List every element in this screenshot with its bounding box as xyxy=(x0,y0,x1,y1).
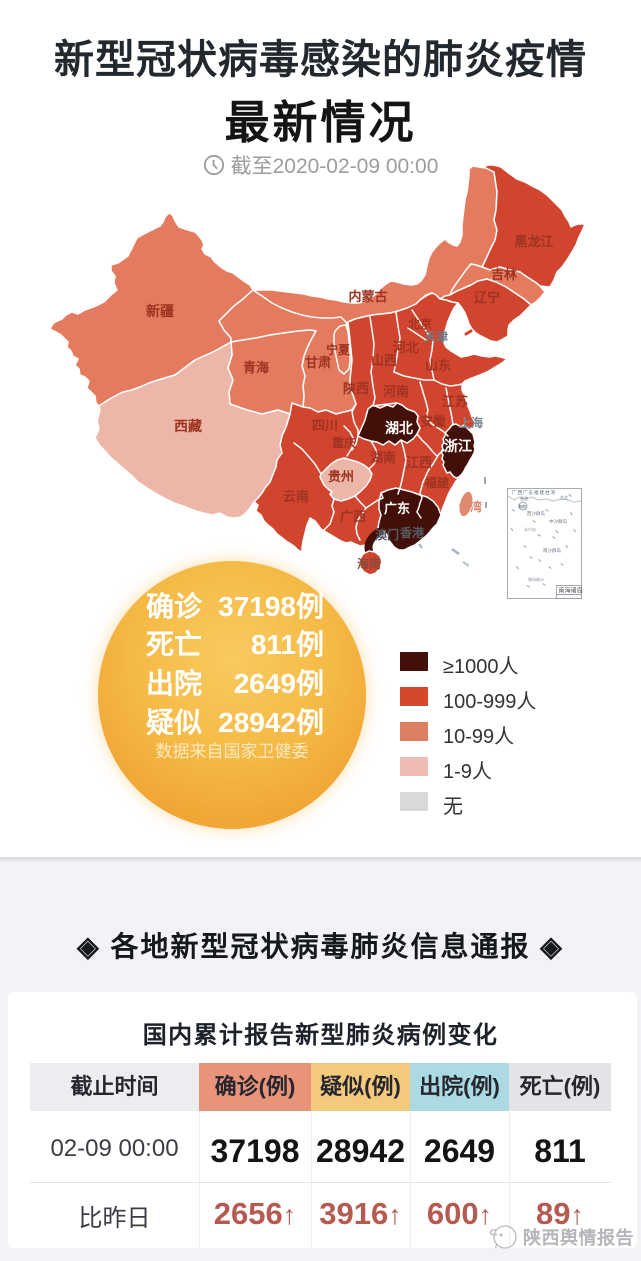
svg-text:辽宁: 辽宁 xyxy=(474,290,500,305)
svg-text:新疆: 新疆 xyxy=(146,303,174,319)
svg-text:香港: 香港 xyxy=(399,525,425,540)
svg-text:陕西舆情报告: 陕西舆情报告 xyxy=(523,1227,634,1248)
svg-text:香港: 香港 xyxy=(520,495,528,501)
svg-text:广东: 广东 xyxy=(384,501,410,516)
svg-text:湖南: 湖南 xyxy=(370,450,396,465)
svg-text:西沙群岛: 西沙群岛 xyxy=(527,510,545,517)
svg-text:天津: 天津 xyxy=(424,329,448,344)
svg-text:台湾: 台湾 xyxy=(458,499,482,514)
svg-text:海南: 海南 xyxy=(357,556,381,571)
svg-text:广西: 广西 xyxy=(340,509,366,524)
svg-text:内蒙古: 内蒙古 xyxy=(348,289,387,304)
svg-text:江西: 江西 xyxy=(406,455,432,470)
svg-text:西藏: 西藏 xyxy=(174,418,202,434)
svg-text:北京: 北京 xyxy=(408,316,432,331)
svg-text:云南: 云南 xyxy=(283,489,309,504)
svg-text:重庆: 重庆 xyxy=(332,435,356,450)
svg-text:澳门: 澳门 xyxy=(375,527,399,542)
svg-text:南海诸岛: 南海诸岛 xyxy=(559,587,583,595)
svg-text:河南: 河南 xyxy=(383,384,409,399)
svg-text:永兴岛: 永兴岛 xyxy=(524,526,536,532)
svg-text:海南: 海南 xyxy=(518,503,526,509)
svg-text:青海: 青海 xyxy=(243,360,269,375)
svg-text:湖北: 湖北 xyxy=(385,420,413,436)
svg-text:陕西: 陕西 xyxy=(343,381,369,396)
svg-text:山东: 山东 xyxy=(425,358,451,373)
svg-text:贵州: 贵州 xyxy=(328,469,354,484)
svg-text:福建: 福建 xyxy=(424,475,450,490)
svg-text:宁夏: 宁夏 xyxy=(326,342,351,357)
svg-text:河北: 河北 xyxy=(393,340,419,355)
svg-text:山西: 山西 xyxy=(371,353,397,368)
svg-text:上海: 上海 xyxy=(459,415,483,430)
svg-text:南沙群岛: 南沙群岛 xyxy=(543,547,561,554)
svg-text:曾母暗沙: 曾母暗沙 xyxy=(528,576,544,582)
svg-text:台北: 台北 xyxy=(560,494,568,500)
svg-text:江苏: 江苏 xyxy=(442,394,468,409)
svg-text:吉林: 吉林 xyxy=(491,267,517,282)
svg-text:甘肃: 甘肃 xyxy=(305,355,331,370)
svg-text:广西广东福建台湾: 广西广东福建台湾 xyxy=(512,489,556,496)
svg-text:浙江: 浙江 xyxy=(444,438,472,454)
svg-text:黑龙江: 黑龙江 xyxy=(514,234,553,249)
svg-text:安徽: 安徽 xyxy=(420,414,447,429)
svg-text:中沙群岛: 中沙群岛 xyxy=(549,518,567,525)
svg-text:四川: 四川 xyxy=(312,418,338,433)
